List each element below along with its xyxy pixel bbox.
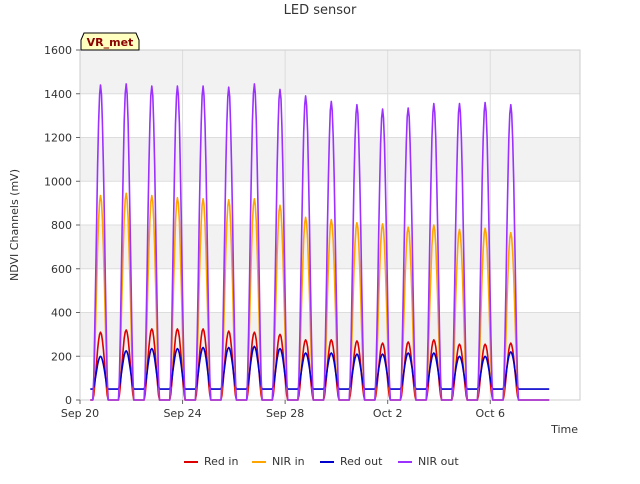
- plot-band: [80, 312, 580, 357]
- plot-band: [80, 50, 580, 94]
- chart-title: LED sensor: [284, 3, 357, 18]
- plot-bands: [80, 50, 580, 357]
- y-tick-label: 400: [51, 307, 72, 320]
- y-tick-label: 0: [65, 394, 72, 407]
- legend-label: NIR in: [272, 455, 305, 468]
- x-tick-label: Sep 20: [61, 407, 99, 420]
- y-tick-label: 1200: [44, 132, 72, 145]
- y-tick-label: 1600: [44, 44, 72, 57]
- y-tick-label: 800: [51, 219, 72, 232]
- x-tick-label: Sep 28: [266, 407, 304, 420]
- y-tick-label: 200: [51, 350, 72, 363]
- series-lines: [90, 83, 550, 401]
- legend-item: NIR out: [398, 455, 459, 468]
- series-line-nir-out: [90, 83, 550, 401]
- x-axis-label: Time: [550, 423, 578, 436]
- x-tick-label: Oct 6: [475, 407, 505, 420]
- legend-label: Red out: [340, 455, 383, 468]
- series-line-red-out: [90, 345, 550, 390]
- legend: Red in NIR in Red out NIR out: [184, 455, 459, 468]
- y-tick-label: 600: [51, 263, 72, 276]
- y-tick-label: 1400: [44, 88, 72, 101]
- y-tick-label: 1000: [44, 175, 72, 188]
- x-tick-label: Oct 2: [373, 407, 403, 420]
- legend-label: NIR out: [418, 455, 459, 468]
- legend-item: Red out: [320, 455, 383, 468]
- annotation-box: VR_met: [80, 32, 140, 51]
- y-axis-label: NDVI Channels (mV): [8, 169, 21, 281]
- legend-label: Red in: [204, 455, 238, 468]
- x-tick-label: Sep 24: [163, 407, 201, 420]
- x-axis: Sep 20 Sep 24 Sep 28 Oct 2 Oct 6: [61, 400, 505, 420]
- legend-item: NIR in: [252, 455, 305, 468]
- y-axis: 0 200 400 600 800 1000 1200 1400 1600: [44, 44, 80, 407]
- annotation-label: VR_met: [87, 36, 134, 49]
- legend-item: Red in: [184, 455, 238, 468]
